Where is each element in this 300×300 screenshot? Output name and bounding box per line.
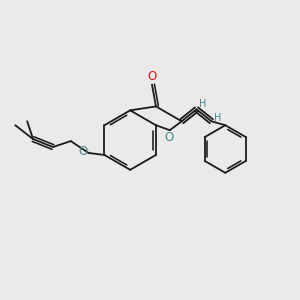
Text: O: O bbox=[147, 70, 157, 83]
Text: O: O bbox=[78, 146, 87, 158]
Text: O: O bbox=[164, 130, 173, 144]
Text: H: H bbox=[199, 99, 206, 110]
Text: H: H bbox=[214, 113, 221, 123]
